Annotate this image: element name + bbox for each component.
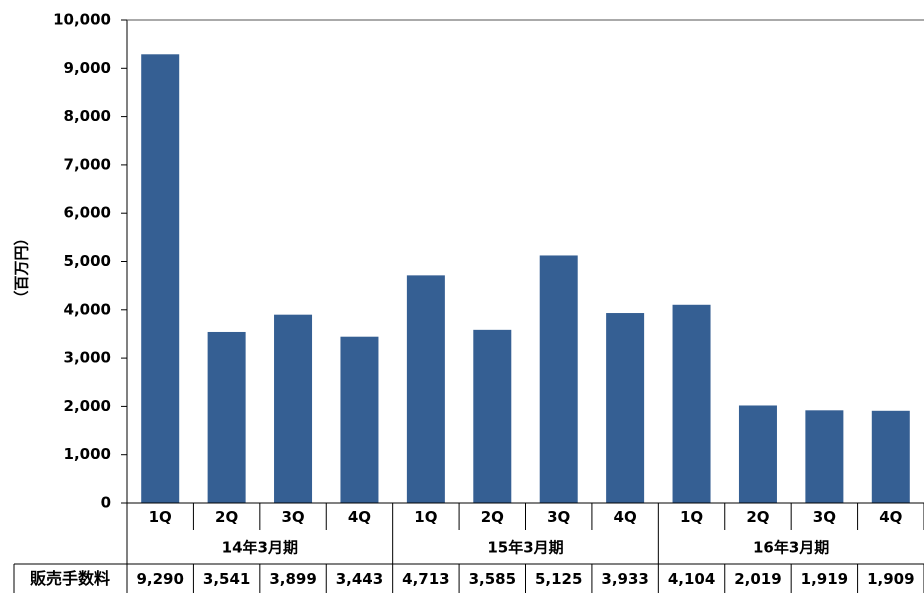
y-tick-label: 3,000: [64, 349, 111, 367]
x-tick-label: 1Q: [149, 508, 172, 526]
y-tick-label: 4,000: [64, 300, 111, 318]
bar: [539, 255, 578, 503]
data-value-label: 4,713: [402, 570, 449, 588]
x-tick-label: 3Q: [813, 508, 836, 526]
y-axis-label: （百万円）: [13, 230, 31, 305]
y-tick-label: 0: [101, 494, 111, 512]
group-label: 15年3月期: [487, 539, 563, 557]
y-tick-label: 1,000: [64, 445, 111, 463]
y-tick-label: 5,000: [64, 252, 111, 270]
data-value-label: 1,909: [867, 570, 914, 588]
x-tick-label: 2Q: [215, 508, 238, 526]
y-tick-label: 7,000: [64, 155, 111, 173]
series-row-label: 販売手数料: [30, 569, 110, 588]
x-tick-label: 4Q: [879, 508, 902, 526]
x-tick-label: 4Q: [614, 508, 637, 526]
data-value-label: 3,443: [336, 570, 383, 588]
x-tick-label: 3Q: [281, 508, 304, 526]
bar: [207, 331, 246, 503]
bar: [473, 329, 512, 503]
bar: [871, 410, 910, 503]
bar: [672, 304, 711, 503]
y-tick-label: 8,000: [64, 107, 111, 125]
data-value-label: 1,919: [801, 570, 848, 588]
x-tick-label: 2Q: [481, 508, 504, 526]
bar: [406, 275, 445, 503]
data-value-label: 3,541: [203, 570, 250, 588]
bar: [340, 336, 379, 503]
x-tick-label: 1Q: [414, 508, 437, 526]
bar: [274, 314, 313, 503]
y-tick-label: 10,000: [53, 11, 111, 29]
y-tick-label: 2,000: [64, 397, 111, 415]
x-tick-label: 1Q: [680, 508, 703, 526]
bar: [805, 410, 844, 503]
data-value-label: 3,585: [469, 570, 516, 588]
data-value-label: 5,125: [535, 570, 582, 588]
data-value-label: 3,933: [601, 570, 648, 588]
data-value-label: 9,290: [136, 570, 183, 588]
bar: [141, 54, 180, 503]
y-tick-label: 9,000: [64, 59, 111, 77]
y-tick-label: 6,000: [64, 204, 111, 222]
x-tick-label: 2Q: [746, 508, 769, 526]
bar: [606, 313, 645, 503]
x-tick-label: 4Q: [348, 508, 371, 526]
group-label: 16年3月期: [753, 539, 829, 557]
data-value-label: 3,899: [269, 570, 316, 588]
data-value-label: 2,019: [734, 570, 781, 588]
bar: [738, 405, 777, 503]
group-label: 14年3月期: [222, 539, 298, 557]
data-value-label: 4,104: [668, 570, 715, 588]
x-tick-label: 3Q: [547, 508, 570, 526]
